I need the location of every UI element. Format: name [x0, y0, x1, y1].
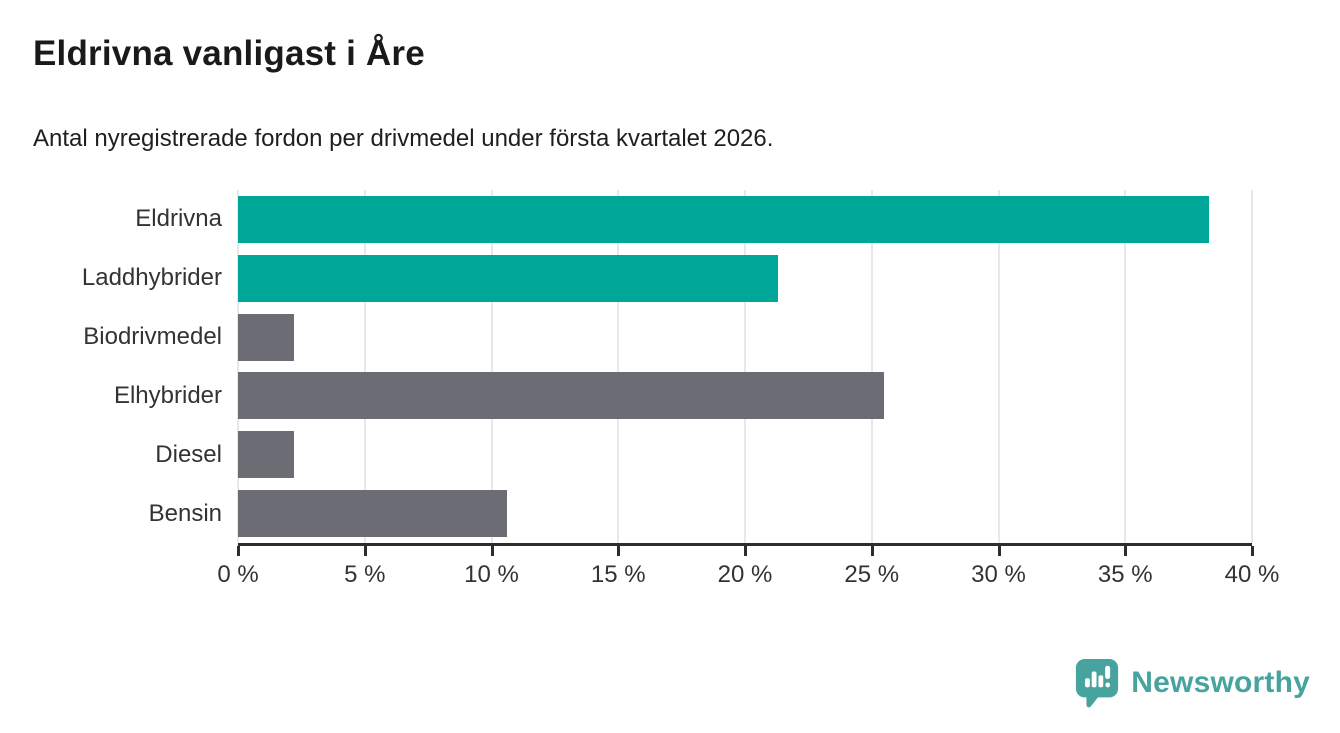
gridline: [490, 190, 493, 543]
tick-label: 0 %: [217, 561, 259, 588]
gridline: [870, 190, 873, 543]
chart-title: Eldrivna vanligast i Åre: [33, 34, 425, 73]
x-axis: 0 % 5 % 10 % 15 % 20 % 25 % 30 % 35 % 40 %: [217, 543, 1279, 603]
bar-diesel: [238, 431, 294, 479]
bar-elhybrider: [238, 372, 885, 420]
bar-eldrivna: [238, 195, 1209, 243]
gridline: [744, 190, 746, 543]
bar-laddhybrider: [238, 254, 778, 302]
category-labels: Eldrivna Laddhybrider Biodrivmedel Elhybrid…: [0, 190, 222, 543]
category-label: Eldrivna: [135, 205, 222, 233]
bar-chart: Eldrivna Laddhybrider Biodrivmedel Elhybrid…: [0, 190, 1340, 588]
category-label: Laddhybrider: [81, 264, 222, 292]
gridline: [237, 190, 239, 543]
tick-label: 40 %: [1224, 561, 1280, 588]
plot-area: [237, 190, 1253, 543]
tick-mark: [870, 546, 874, 556]
gridline: [617, 190, 620, 543]
bar-row: [238, 249, 1252, 308]
tick-mark: [1251, 546, 1254, 556]
tick-mark: [490, 546, 494, 556]
tick-label: 5 %: [344, 561, 386, 588]
gridline: [363, 190, 366, 543]
newsworthy-logo: Newsworthy: [1074, 657, 1310, 709]
bar-bensin: [238, 490, 507, 538]
chart-subtitle: Antal nyregistrerade fordon per drivmede…: [33, 125, 774, 152]
bar-row: [238, 484, 1252, 543]
gridline: [1124, 190, 1127, 543]
tick-label: 15 %: [590, 561, 646, 588]
brand-name: Newsworthy: [1131, 666, 1310, 699]
bar-row: [238, 308, 1252, 367]
bar-chart-speech-bubble-icon: [1076, 659, 1119, 708]
tick-label: 10 %: [464, 561, 519, 588]
bar-row: [238, 425, 1252, 484]
category-label: Biodrivmedel: [83, 323, 222, 351]
bar-row: [238, 366, 1252, 425]
tick-mark: [1124, 546, 1128, 556]
tick-label: 30 %: [971, 561, 1026, 588]
tick-mark: [744, 546, 747, 556]
category-label: Diesel: [155, 440, 222, 468]
tick-label: 35 %: [1097, 561, 1153, 588]
bar-biodrivmedel: [238, 313, 294, 361]
tick-mark: [997, 546, 1001, 556]
category-label: Bensin: [148, 499, 222, 527]
tick-mark: [363, 546, 367, 556]
tick-mark: [237, 546, 240, 556]
tick-label: 25 %: [844, 561, 900, 588]
bar-rows: [238, 190, 1252, 543]
tick-label: 20 %: [717, 561, 773, 588]
x-axis-line: [238, 543, 1252, 546]
bar-row: [238, 190, 1252, 249]
tick-mark: [617, 546, 621, 556]
gridline: [997, 190, 1000, 543]
category-label: Elhybrider: [113, 381, 222, 409]
gridline: [1251, 190, 1253, 543]
